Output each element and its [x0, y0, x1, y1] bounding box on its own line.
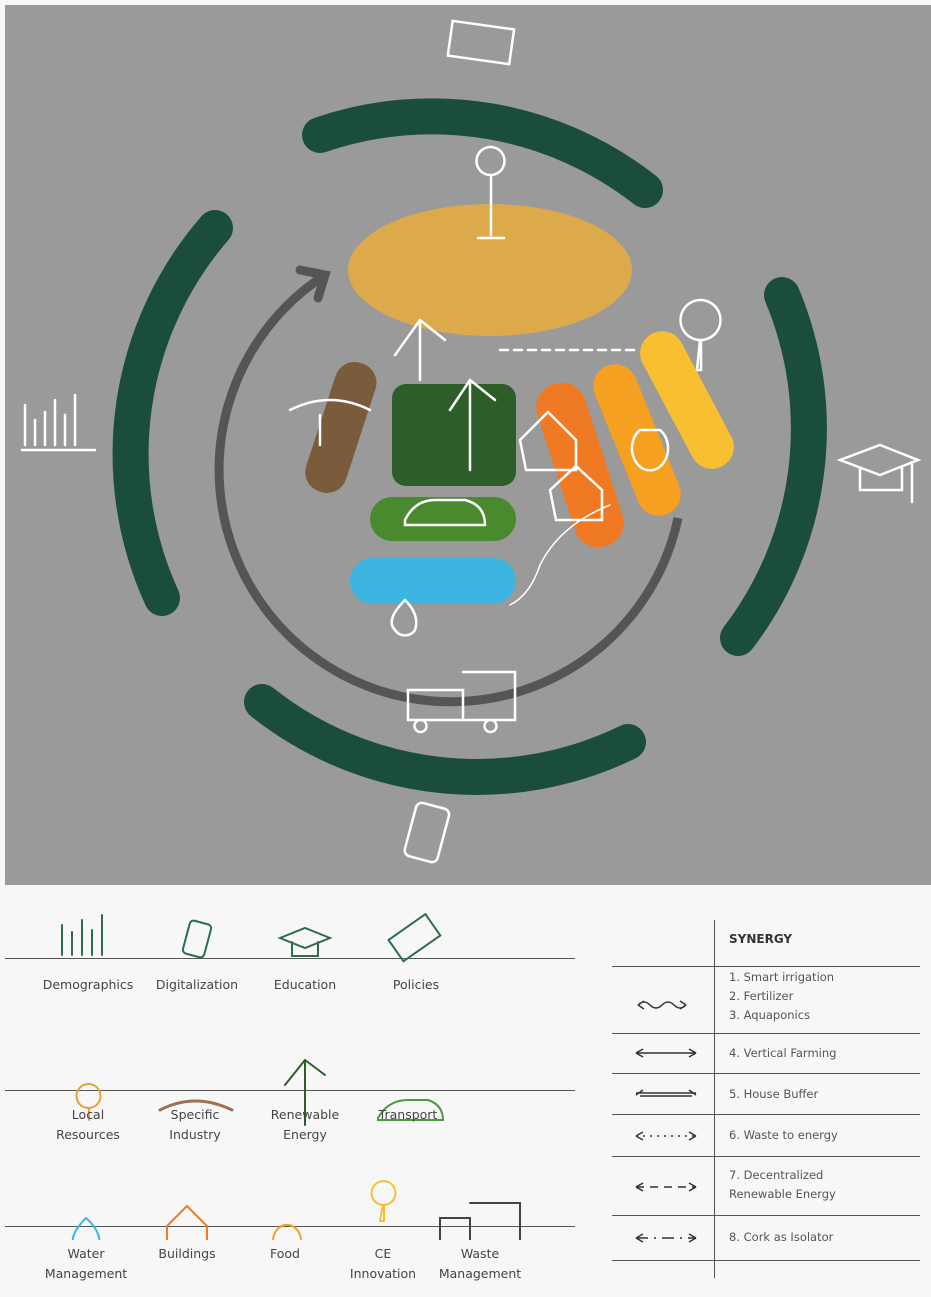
legend-label: Digitalization — [156, 975, 238, 995]
legend-label: Water Management — [45, 1244, 127, 1284]
legend-label: Education — [274, 975, 336, 995]
synergy-item: 3. Aquaponics — [729, 1006, 864, 1025]
water — [350, 558, 516, 604]
synergy-item: 1. Smart irrigation — [729, 968, 864, 987]
transport — [370, 497, 516, 541]
legend-label: Food — [270, 1244, 300, 1264]
legend-label: Local Resources — [56, 1105, 120, 1145]
synergy-item: 7. Decentralized Renewable Energy — [729, 1166, 864, 1204]
page: Demographics Digitalization Education Polic… — [0, 0, 931, 1297]
synergy-title: SYNERGY — [729, 930, 864, 949]
legend-label: Policies — [393, 975, 439, 995]
legend-label: Demographics — [43, 975, 134, 995]
legend-label: Renewable Energy — [271, 1105, 339, 1145]
synergy-item: 5. House Buffer — [729, 1085, 864, 1104]
renewable-energy — [392, 384, 516, 486]
synergy-item: 2. Fertilizer — [729, 987, 864, 1006]
synergy-item: 4. Vertical Farming — [729, 1044, 864, 1063]
diagram — [0, 0, 931, 885]
legend-label: Transport — [379, 1105, 438, 1125]
legend-label: CE Innovation — [350, 1244, 416, 1284]
legend-label: Buildings — [158, 1244, 215, 1264]
synergy-item: 6. Waste to energy — [729, 1126, 864, 1145]
legend-label: Specific Industry — [169, 1105, 220, 1145]
legend-icons — [0, 900, 560, 1240]
synergy-item: 8. Cork as Isolator — [729, 1228, 864, 1247]
synergy-arrows — [620, 965, 720, 1265]
legend-label: Waste Management — [439, 1244, 521, 1284]
